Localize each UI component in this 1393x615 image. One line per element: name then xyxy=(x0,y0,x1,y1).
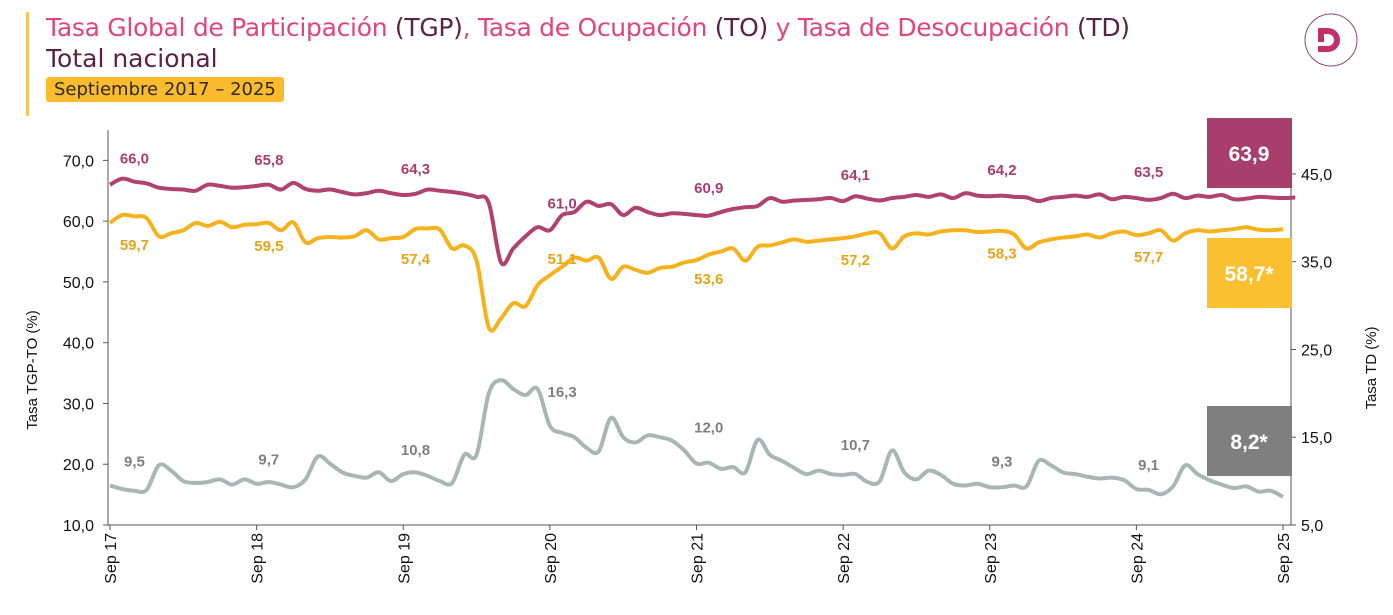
latest-value-box-to xyxy=(1207,238,1292,308)
data-label-td: 10,8 xyxy=(401,442,430,459)
data-label-tgp: 60,9 xyxy=(694,180,723,197)
period-badge: Septiembre 2017 – 2025 xyxy=(46,77,284,102)
x-tick-label: Sep 24 xyxy=(1129,533,1146,584)
y-right-tick-label: 5,0 xyxy=(1301,518,1323,535)
y-right-tick-label: 15,0 xyxy=(1301,430,1332,447)
data-label-to: 57,2 xyxy=(841,252,870,269)
latest-value-tgp: 63,9 xyxy=(1229,143,1270,166)
latest-value-box-tgp xyxy=(1207,118,1292,188)
data-label-tgp: 64,2 xyxy=(987,162,1016,179)
title-part: (TGP) xyxy=(394,13,463,42)
data-label-to: 53,6 xyxy=(694,271,723,288)
title-part: , Tasa de Ocupación xyxy=(462,13,715,42)
x-tick-label: Sep 25 xyxy=(1276,533,1293,584)
chart-header: Tasa Global de Participación (TGP), Tasa… xyxy=(26,12,1130,116)
series-line-tgp xyxy=(109,176,1296,267)
y-tick-label: 30,0 xyxy=(63,396,94,413)
data-label-td: 10,7 xyxy=(841,437,870,454)
y-tick-label: 60,0 xyxy=(63,214,94,231)
data-label-tgp: 66,0 xyxy=(120,151,149,168)
title-part: Tasa Global de Participación xyxy=(46,13,395,42)
chart-subtitle: Total nacional xyxy=(46,44,218,73)
data-label-tgp: 61,0 xyxy=(547,195,576,212)
data-label-td: 9,1 xyxy=(1138,457,1159,474)
data-label-tgp: 63,5 xyxy=(1134,164,1163,181)
y-tick-label: 20,0 xyxy=(63,457,94,474)
latest-value-to: 58,7* xyxy=(1224,263,1274,286)
latest-value-td: 8,2* xyxy=(1230,431,1268,454)
chart-title: Tasa Global de Participación (TGP), Tasa… xyxy=(46,12,1130,44)
y-tick-label: 10,0 xyxy=(63,518,94,535)
series-line-to xyxy=(108,212,1284,333)
x-tick-label: Sep 17 xyxy=(103,533,120,584)
data-label-tgp: 65,8 xyxy=(254,152,283,169)
y-right-tick-label: 25,0 xyxy=(1301,342,1332,359)
data-label-td: 9,7 xyxy=(258,452,279,469)
x-tick-label: Sep 21 xyxy=(690,533,707,584)
x-tick-label: Sep 18 xyxy=(250,533,267,584)
title-part: y Tasa de Desocupación xyxy=(767,13,1077,42)
title-part: (TD) xyxy=(1076,13,1130,42)
x-tick-label: Sep 20 xyxy=(543,533,560,584)
data-label-to: 59,7 xyxy=(120,237,149,254)
title-part: (TO) xyxy=(714,13,769,42)
data-label-to: 51,1 xyxy=(547,251,576,268)
data-label-tgp: 64,1 xyxy=(841,167,870,184)
x-tick-label: Sep 23 xyxy=(983,533,1000,584)
data-label-to: 57,4 xyxy=(401,251,431,268)
logo xyxy=(1304,13,1358,67)
x-tick-label: Sep 22 xyxy=(836,533,853,584)
x-tick-label: Sep 19 xyxy=(396,533,413,584)
data-label-td: 12,0 xyxy=(694,420,723,437)
latest-value-box-td xyxy=(1207,406,1292,476)
data-label-tgp: 64,3 xyxy=(401,161,430,178)
series-line-td xyxy=(109,378,1284,499)
y-right-axis-title: Tasa TD (%) xyxy=(1363,326,1380,409)
data-label-to: 58,3 xyxy=(987,245,1016,262)
y-tick-label: 50,0 xyxy=(63,275,94,292)
data-label-td: 16,3 xyxy=(547,384,576,401)
data-label-to: 59,5 xyxy=(254,238,283,255)
data-label-td: 9,3 xyxy=(992,453,1013,470)
y-right-tick-label: 45,0 xyxy=(1301,167,1332,184)
y-axis-title: Tasa TGP-TO (%) xyxy=(24,310,41,429)
data-label-td: 9,5 xyxy=(124,454,145,471)
y-right-tick-label: 35,0 xyxy=(1301,255,1332,272)
y-tick-label: 40,0 xyxy=(63,336,94,353)
data-label-to: 57,7 xyxy=(1134,249,1163,266)
y-tick-label: 70,0 xyxy=(63,153,94,170)
